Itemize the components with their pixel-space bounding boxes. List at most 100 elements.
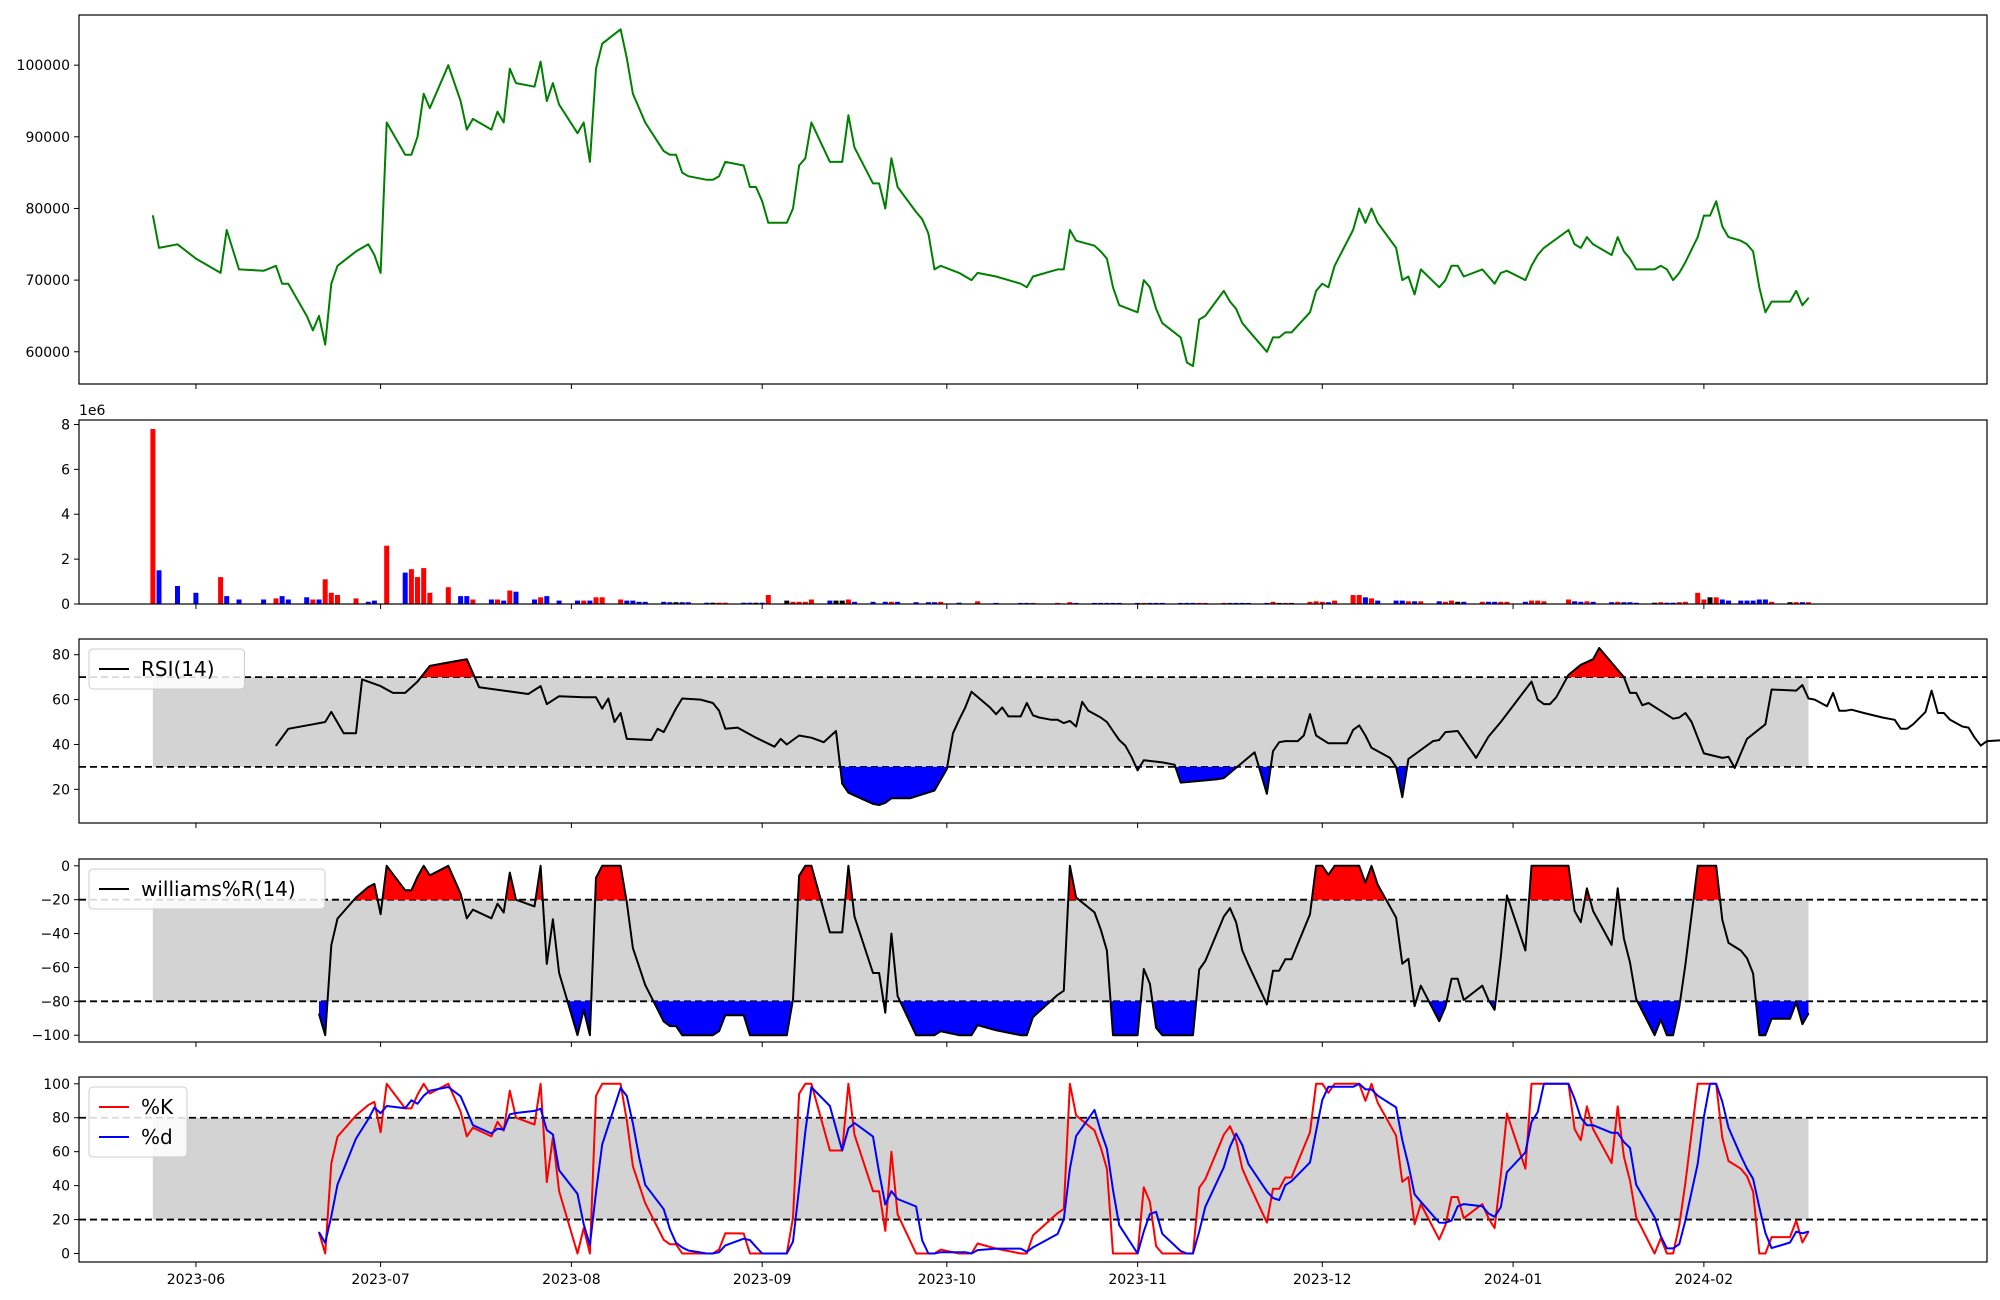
stochastic-d-point xyxy=(1450,1220,1453,1222)
volume-bar xyxy=(975,601,981,604)
stochastic-d-point xyxy=(533,1110,536,1112)
williams-point xyxy=(620,865,622,867)
williams-point xyxy=(681,1034,683,1036)
stochastic-k-point xyxy=(490,1135,492,1137)
rsi-point xyxy=(724,728,726,730)
williams-point xyxy=(1721,919,1723,921)
stochastic-d-point xyxy=(595,1191,597,1193)
rsi-point xyxy=(1272,750,1274,752)
stochastic-k-point xyxy=(601,1083,603,1085)
stochastic-d-point xyxy=(755,1246,757,1248)
rsi-point xyxy=(595,696,597,698)
stochastic-k-point xyxy=(687,1252,689,1255)
volume-bar xyxy=(1799,602,1805,604)
stochastic-k-point xyxy=(1795,1220,1797,1222)
volume-bar xyxy=(673,602,679,604)
williams-point xyxy=(853,916,856,918)
volume-ytick-label: 4 xyxy=(61,507,70,523)
stochastic-k-point xyxy=(1740,1168,1742,1170)
stochastic-k-point xyxy=(367,1104,369,1106)
price-point xyxy=(921,218,923,220)
stochastic-d-point xyxy=(1746,1168,1748,1170)
rsi-point xyxy=(810,737,813,739)
williams-oversold-fill xyxy=(1110,1001,1141,1036)
volume-bar xyxy=(624,600,630,604)
volume-bar xyxy=(156,570,162,604)
stochastic-d-point xyxy=(423,1095,425,1097)
price-point xyxy=(220,272,222,274)
volume-bar xyxy=(1769,601,1775,604)
rsi-point xyxy=(989,706,991,709)
volume-bar xyxy=(1726,600,1731,604)
volume-bar xyxy=(716,602,722,604)
price-point xyxy=(1457,265,1459,267)
stochastic-k-point xyxy=(1032,1234,1034,1236)
williams-point xyxy=(336,918,339,920)
price-point xyxy=(964,275,966,278)
rsi-point xyxy=(1851,709,1853,711)
price-point xyxy=(847,114,850,116)
stochastic-d-point xyxy=(884,1203,886,1206)
stochastic-d-point xyxy=(1284,1184,1286,1186)
volume-bar xyxy=(464,596,470,604)
rsi-point xyxy=(1592,658,1594,660)
rsi-oversold-fill xyxy=(840,766,948,805)
stochastic-k-point xyxy=(1075,1114,1077,1117)
rsi-point xyxy=(361,678,363,681)
volume-bar xyxy=(1356,595,1362,604)
rsi-point xyxy=(847,792,850,794)
volume-bar xyxy=(630,600,636,604)
stochastic-d-point xyxy=(1678,1243,1680,1245)
price-point xyxy=(1143,279,1145,281)
stochastic-k-point xyxy=(798,1093,800,1095)
williams-point xyxy=(1444,1006,1446,1008)
williams-point xyxy=(1414,1005,1416,1007)
stochastic-k-point xyxy=(1334,1083,1336,1085)
rsi-ytick-label: 80 xyxy=(52,648,70,664)
stochastic-d-point xyxy=(1807,1231,1810,1233)
williams-point xyxy=(847,865,850,867)
volume-bar xyxy=(913,602,919,604)
rsi-point xyxy=(823,741,825,743)
volume-bar xyxy=(1461,601,1467,604)
stochastic-d-point xyxy=(718,1251,720,1253)
rsi-point xyxy=(1703,752,1705,755)
rsi-oversold-fill xyxy=(1175,766,1238,783)
price-point xyxy=(761,200,763,202)
williams-point xyxy=(1487,999,1490,1001)
stochastic-d-point xyxy=(1543,1083,1545,1085)
rsi-legend-box xyxy=(88,648,245,690)
volume-bar xyxy=(501,600,507,604)
price-point xyxy=(1721,225,1723,227)
stochastic-k-point xyxy=(423,1083,425,1085)
stochastic-k-point xyxy=(847,1083,850,1085)
stochastic-d-point xyxy=(1487,1212,1490,1215)
stochastic-k-point xyxy=(1100,1146,1102,1148)
rsi-point xyxy=(626,738,628,740)
volume-bar xyxy=(488,599,494,604)
stochastic-d-point xyxy=(1290,1180,1293,1182)
price-point xyxy=(1395,247,1397,249)
stochastic-k-point xyxy=(380,1131,382,1133)
stochastic-legend-box xyxy=(88,1086,188,1158)
rsi-point xyxy=(712,702,714,704)
price-point xyxy=(324,344,326,346)
stochastic-frame xyxy=(78,1076,1988,1263)
volume-ytick-label: 6 xyxy=(61,462,70,478)
price-point xyxy=(804,157,806,159)
stochastic-d-point xyxy=(1093,1109,1096,1111)
stochastic-k-point xyxy=(1629,1180,1631,1182)
stochastic-d-point xyxy=(687,1249,689,1252)
rsi-point xyxy=(1567,674,1570,676)
williams-point xyxy=(1118,1034,1120,1036)
stochastic-k-point xyxy=(1450,1196,1453,1198)
rsi-point xyxy=(1678,716,1680,719)
stochastic-d-point xyxy=(872,1136,874,1138)
williams-point xyxy=(749,1034,751,1036)
rsi-overbought-fill xyxy=(1567,648,1624,678)
price-point xyxy=(1057,268,1059,270)
stochastic-d-point xyxy=(804,1131,806,1133)
williams-point xyxy=(423,865,425,867)
williams-point xyxy=(718,1030,720,1032)
